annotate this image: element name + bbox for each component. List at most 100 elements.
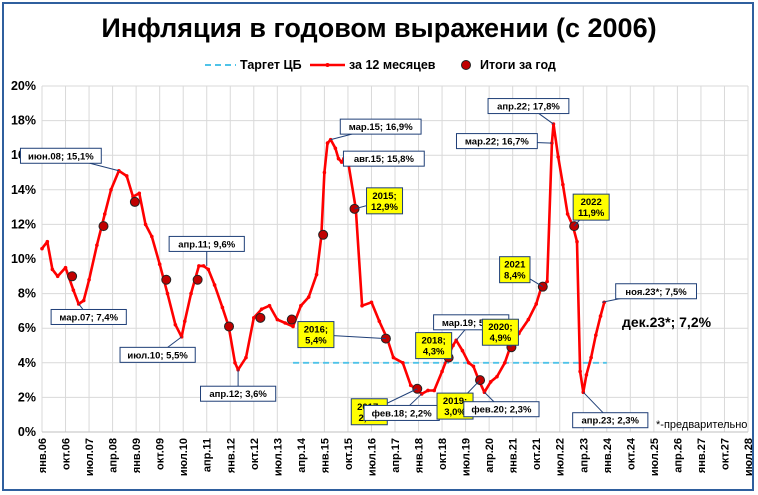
x-tick-label: янв.15 <box>319 438 331 473</box>
monthly-point <box>233 361 237 365</box>
annotation-label: 2021 <box>504 260 526 271</box>
annotation-box <box>487 98 570 115</box>
annotation-box <box>572 412 649 429</box>
monthly-point <box>244 355 248 360</box>
monthly-point <box>189 291 193 296</box>
monthly-point <box>408 383 413 388</box>
monthly-point <box>71 288 76 292</box>
monthly-point <box>325 141 330 145</box>
annotation-label: 12,9% <box>371 202 398 213</box>
monthly-point <box>291 324 295 329</box>
monthly-point <box>594 333 598 337</box>
annotation-box <box>339 118 422 135</box>
monthly-point <box>95 243 99 247</box>
year-end-point <box>98 221 109 232</box>
legend-yearend-swatch <box>461 60 471 70</box>
annotation-label: 2015; <box>372 191 396 202</box>
annotation-label: июн.08; 15,1% <box>28 151 94 162</box>
monthly-point <box>589 355 593 360</box>
year-end-point <box>129 196 140 207</box>
legend-monthly-marker <box>325 63 330 67</box>
monthly-point <box>63 265 68 270</box>
x-tick-label: июл.13 <box>272 438 284 476</box>
monthly-point <box>299 303 303 308</box>
monthly-point <box>50 267 55 272</box>
monthly-point <box>584 373 589 377</box>
x-tick-label: янв.09 <box>131 438 143 473</box>
monthly-point <box>252 316 256 320</box>
monthly-point <box>401 361 405 365</box>
year-end-point <box>161 274 172 285</box>
year-end-series <box>67 196 580 394</box>
monthly-point <box>391 355 396 360</box>
annotation-label: 2016; <box>304 325 328 336</box>
x-tick-label: апр.20 <box>484 438 496 473</box>
x-tick-label: окт.06 <box>61 438 73 470</box>
x-tick-label: апр.11 <box>202 438 214 472</box>
x-tick-label: янв.12 <box>225 438 237 473</box>
x-tick-label: янв.18 <box>414 438 426 473</box>
monthly-point <box>556 155 560 159</box>
monthly-point <box>336 156 341 161</box>
legend-yearend-label: Итоги за год <box>480 58 556 72</box>
x-tick-label: апр.08 <box>108 438 120 473</box>
monthly-point <box>102 212 107 216</box>
monthly-point <box>124 174 129 178</box>
y-tick-label: 12% <box>11 217 36 231</box>
monthly-point <box>157 262 162 266</box>
annotation-label: апр.23; 2,3% <box>582 416 640 427</box>
x-tick-label: июл.28 <box>743 438 755 476</box>
monthly-point <box>495 374 499 379</box>
x-tick-label: июл.25 <box>649 438 661 476</box>
monthly-point <box>220 305 225 310</box>
annotation-box <box>415 332 453 360</box>
monthly-point <box>575 239 579 244</box>
monthly-point <box>40 246 44 251</box>
annotation-label: фев.20; 2,3% <box>471 405 532 416</box>
y-tick-label: 18% <box>11 114 36 128</box>
y-tick-label: 14% <box>11 183 36 197</box>
x-tick-label: янв.27 <box>696 438 708 473</box>
x-tick-label: июл.07 <box>84 438 96 476</box>
annotation-box <box>168 235 245 252</box>
monthly-point <box>283 321 287 325</box>
monthly-point <box>173 322 178 327</box>
x-tick-label: янв.06 <box>37 438 49 473</box>
y-tick-label: 2% <box>18 390 36 404</box>
annotation-label: мар.15; 16,9% <box>349 122 413 133</box>
y-tick-label: 10% <box>11 252 36 266</box>
monthly-point <box>259 307 264 311</box>
annotation-label: мар.22; 16,7% <box>465 137 529 148</box>
annotation-box <box>297 321 335 349</box>
legend-monthly-label: за 12 месяцев <box>349 58 436 72</box>
monthly-point <box>426 388 430 393</box>
annotation-label: 2019; <box>443 396 467 407</box>
monthly-point <box>55 274 60 279</box>
annotation-box <box>615 283 697 300</box>
annotation-box <box>19 147 102 164</box>
year-end-point <box>255 312 266 323</box>
annotation-box <box>463 401 540 418</box>
monthly-point <box>369 300 374 305</box>
year-end-point <box>224 321 235 332</box>
year-end-point <box>286 314 297 325</box>
annotation-label: 3,0% <box>444 407 466 418</box>
annotation-label: мар.19; 5,3% <box>442 318 501 329</box>
x-tick-label: окт.12 <box>249 438 261 470</box>
x-tick-label: июл.10 <box>178 438 190 476</box>
annotation-label: апр.12; 3,6% <box>209 389 267 400</box>
annotation-box <box>481 318 519 346</box>
monthly-point <box>526 317 531 322</box>
annotation-label: авг.15; 15,8% <box>354 154 415 165</box>
x-tick-label: апр.14 <box>296 437 308 473</box>
x-tick-label: окт.21 <box>531 438 543 470</box>
x-tick-label: окт.18 <box>437 438 449 470</box>
monthly-point <box>322 170 327 175</box>
monthly-point <box>471 364 476 369</box>
annotation-box <box>50 308 127 325</box>
annotation-label: 11,9% <box>578 208 605 219</box>
legend-target-label: Таргет ЦБ <box>240 58 302 72</box>
monthly-point <box>360 303 364 308</box>
x-tick-label: июл.16 <box>366 438 378 476</box>
x-tick-label: июл.19 <box>461 438 473 476</box>
